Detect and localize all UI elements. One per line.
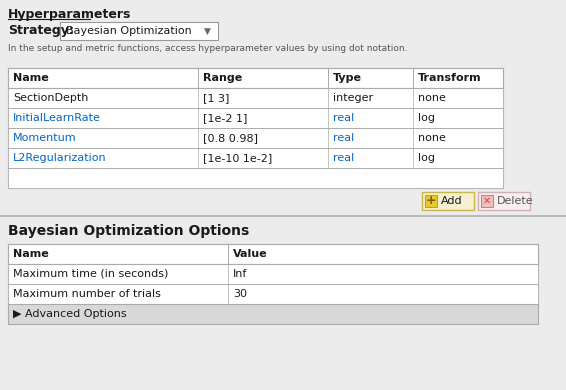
Text: ▶ Advanced Options: ▶ Advanced Options: [13, 309, 127, 319]
Text: Value: Value: [233, 249, 268, 259]
Text: real: real: [333, 153, 354, 163]
Text: log: log: [418, 113, 435, 123]
Bar: [8, 284, 538, 304]
Bar: [8, 264, 538, 284]
Text: In the setup and metric functions, access hyperparameter values by using dot not: In the setup and metric functions, acces…: [8, 44, 408, 53]
Text: Range: Range: [203, 73, 242, 83]
Bar: [8, 244, 538, 304]
Bar: [481, 195, 493, 207]
Text: InitialLearnRate: InitialLearnRate: [13, 113, 101, 123]
Text: real: real: [333, 113, 354, 123]
Bar: [0, 218, 566, 390]
Text: Maximum number of trials: Maximum number of trials: [13, 289, 161, 299]
Text: none: none: [418, 133, 446, 143]
Text: 30: 30: [233, 289, 247, 299]
Text: Strategy:: Strategy:: [8, 24, 74, 37]
Bar: [0, 0, 566, 220]
Text: L2Regularization: L2Regularization: [13, 153, 106, 163]
Text: Momentum: Momentum: [13, 133, 76, 143]
Text: Add: Add: [441, 196, 462, 206]
Text: ▼: ▼: [204, 27, 211, 35]
Text: Name: Name: [13, 73, 49, 83]
Bar: [8, 244, 538, 264]
Text: integer: integer: [333, 93, 373, 103]
Text: Name: Name: [13, 249, 49, 259]
Bar: [422, 192, 474, 210]
Bar: [8, 68, 503, 188]
Text: real: real: [333, 133, 354, 143]
Text: log: log: [418, 153, 435, 163]
Text: [1 3]: [1 3]: [203, 93, 229, 103]
Bar: [60, 22, 218, 40]
Bar: [478, 192, 530, 210]
Text: Transform: Transform: [418, 73, 482, 83]
Bar: [8, 128, 503, 148]
Text: Bayesian Optimization: Bayesian Optimization: [66, 26, 192, 36]
Text: Hyperparameters: Hyperparameters: [8, 8, 131, 21]
Text: [1e-2 1]: [1e-2 1]: [203, 113, 247, 123]
Text: ✕: ✕: [483, 196, 491, 206]
Text: Bayesian Optimization Options: Bayesian Optimization Options: [8, 224, 249, 238]
Text: Inf: Inf: [233, 269, 247, 279]
Bar: [8, 168, 503, 188]
Text: [0.8 0.98]: [0.8 0.98]: [203, 133, 258, 143]
Bar: [8, 304, 538, 324]
Text: Delete: Delete: [497, 196, 534, 206]
Bar: [8, 88, 503, 108]
Bar: [425, 195, 437, 207]
Text: SectionDepth: SectionDepth: [13, 93, 88, 103]
Bar: [8, 68, 503, 88]
Text: Maximum time (in seconds): Maximum time (in seconds): [13, 269, 168, 279]
Bar: [8, 108, 503, 128]
Text: Type: Type: [333, 73, 362, 83]
Text: +: +: [426, 195, 436, 207]
Text: none: none: [418, 93, 446, 103]
Text: [1e-10 1e-2]: [1e-10 1e-2]: [203, 153, 272, 163]
Bar: [8, 148, 503, 168]
